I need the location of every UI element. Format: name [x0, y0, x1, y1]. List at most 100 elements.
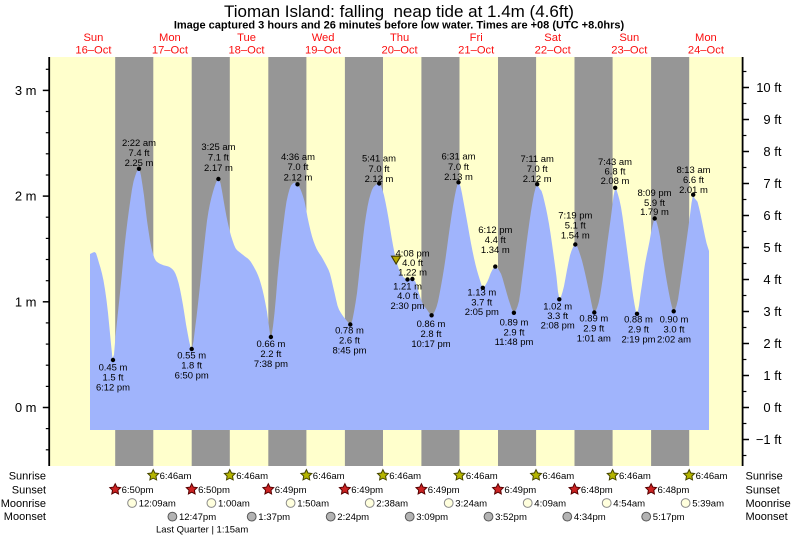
- svg-text:7.4 ft: 7.4 ft: [129, 148, 150, 159]
- svg-text:3.3 ft: 3.3 ft: [547, 311, 568, 322]
- svg-text:6:49pm: 6:49pm: [275, 485, 307, 496]
- svg-text:7.0 ft: 7.0 ft: [288, 162, 309, 173]
- svg-text:0.78 m: 0.78 m: [335, 326, 364, 337]
- svg-text:4:34pm: 4:34pm: [574, 512, 606, 523]
- svg-text:6:31 am: 6:31 am: [441, 152, 475, 163]
- svg-text:Fri: Fri: [470, 32, 483, 44]
- svg-text:10:17 pm: 10:17 pm: [411, 339, 450, 350]
- svg-text:Wed: Wed: [312, 32, 335, 44]
- svg-text:6:46am: 6:46am: [619, 471, 651, 482]
- svg-text:24–Oct: 24–Oct: [688, 44, 725, 56]
- svg-text:3:25 am: 3:25 am: [201, 142, 235, 153]
- svg-text:7:38 pm: 7:38 pm: [254, 359, 288, 370]
- svg-text:0.89 m: 0.89 m: [579, 314, 608, 325]
- svg-text:5.1 ft: 5.1 ft: [565, 221, 586, 232]
- svg-text:Sun: Sun: [619, 32, 639, 44]
- svg-text:2.9 ft: 2.9 ft: [628, 325, 649, 336]
- svg-text:4.0 ft: 4.0 ft: [402, 258, 423, 269]
- svg-text:6:50 pm: 6:50 pm: [175, 371, 209, 382]
- svg-text:2.9 ft: 2.9 ft: [583, 323, 604, 334]
- svg-text:18–Oct: 18–Oct: [228, 44, 265, 56]
- svg-text:3.0 ft: 3.0 ft: [664, 325, 685, 336]
- svg-text:7.1 ft: 7.1 ft: [208, 153, 229, 164]
- svg-text:1.34 m: 1.34 m: [481, 245, 510, 256]
- svg-text:0.66 m: 0.66 m: [256, 339, 285, 350]
- svg-text:2.2 ft: 2.2 ft: [260, 349, 281, 360]
- svg-text:6:49pm: 6:49pm: [351, 485, 383, 496]
- svg-text:2:22 am: 2:22 am: [122, 138, 156, 149]
- svg-text:4:54am: 4:54am: [613, 499, 645, 510]
- svg-text:3 m: 3 m: [15, 83, 37, 98]
- svg-text:Tioman Island: falling neap t: Tioman Island: falling neap tide at 1.4m…: [224, 2, 574, 21]
- svg-text:Moonrise: Moonrise: [746, 498, 791, 510]
- svg-text:2.12 m: 2.12 m: [284, 173, 313, 184]
- svg-text:7.0 ft: 7.0 ft: [448, 162, 469, 173]
- svg-text:6:49pm: 6:49pm: [428, 485, 460, 496]
- svg-text:2 m: 2 m: [15, 189, 37, 204]
- svg-text:2.9 ft: 2.9 ft: [504, 327, 525, 338]
- svg-text:8:45 pm: 8:45 pm: [332, 346, 366, 357]
- svg-text:7:19 pm: 7:19 pm: [558, 211, 592, 222]
- svg-text:4:08 pm: 4:08 pm: [396, 249, 430, 260]
- svg-text:3.7 ft: 3.7 ft: [471, 298, 492, 309]
- svg-text:8:13 am: 8:13 am: [676, 165, 710, 176]
- svg-text:6:46am: 6:46am: [466, 471, 498, 482]
- svg-text:5:39am: 5:39am: [692, 499, 724, 510]
- svg-text:Last Quarter | 1:15am: Last Quarter | 1:15am: [156, 525, 248, 536]
- svg-text:2:24pm: 2:24pm: [337, 512, 369, 523]
- svg-text:Sunset: Sunset: [746, 484, 780, 496]
- svg-text:Moonset: Moonset: [4, 511, 46, 523]
- svg-text:6.8 ft: 6.8 ft: [605, 167, 626, 178]
- svg-text:0 ft: 0 ft: [763, 400, 781, 415]
- svg-text:2.12 m: 2.12 m: [523, 174, 552, 185]
- svg-text:7:11 am: 7:11 am: [520, 154, 554, 165]
- svg-text:1:50am: 1:50am: [297, 499, 329, 510]
- svg-text:−1 ft: −1 ft: [756, 432, 782, 447]
- svg-text:2.08 m: 2.08 m: [601, 176, 630, 187]
- svg-text:6:46am: 6:46am: [313, 471, 345, 482]
- svg-text:0.88 m: 0.88 m: [624, 315, 653, 326]
- svg-text:1.13 m: 1.13 m: [467, 288, 496, 299]
- svg-text:11:48 pm: 11:48 pm: [495, 337, 534, 348]
- svg-text:7 ft: 7 ft: [763, 176, 781, 191]
- svg-text:2:02 am: 2:02 am: [657, 335, 691, 346]
- svg-text:6:49pm: 6:49pm: [504, 485, 536, 496]
- svg-text:2:08 pm: 2:08 pm: [541, 321, 575, 332]
- svg-text:12:09am: 12:09am: [139, 499, 176, 510]
- svg-text:Sunrise: Sunrise: [746, 471, 783, 483]
- svg-text:7.0 ft: 7.0 ft: [369, 164, 390, 175]
- svg-text:1 ft: 1 ft: [763, 368, 781, 383]
- svg-text:1:00am: 1:00am: [218, 499, 250, 510]
- svg-text:6:50pm: 6:50pm: [122, 485, 154, 496]
- svg-text:1.54 m: 1.54 m: [561, 231, 590, 242]
- svg-text:16–Oct: 16–Oct: [75, 44, 112, 56]
- svg-text:6:46am: 6:46am: [160, 471, 192, 482]
- svg-text:Sunrise: Sunrise: [9, 471, 46, 483]
- svg-text:7.0 ft: 7.0 ft: [527, 164, 548, 175]
- svg-text:1:01 am: 1:01 am: [577, 333, 611, 344]
- svg-text:19–Oct: 19–Oct: [305, 44, 342, 56]
- svg-text:1.79 m: 1.79 m: [640, 207, 669, 218]
- svg-text:5:17pm: 5:17pm: [653, 512, 685, 523]
- svg-text:4.0 ft: 4.0 ft: [397, 291, 418, 302]
- svg-text:5:41 am: 5:41 am: [362, 154, 396, 165]
- svg-text:3:52pm: 3:52pm: [495, 512, 527, 523]
- svg-text:2 ft: 2 ft: [763, 336, 781, 351]
- svg-text:6:12 pm: 6:12 pm: [478, 225, 512, 236]
- svg-text:Sun: Sun: [83, 32, 103, 44]
- svg-text:6:46am: 6:46am: [542, 471, 574, 482]
- svg-text:9 ft: 9 ft: [763, 112, 781, 127]
- svg-text:21–Oct: 21–Oct: [458, 44, 495, 56]
- svg-text:17–Oct: 17–Oct: [152, 44, 189, 56]
- svg-text:4 ft: 4 ft: [763, 272, 781, 287]
- svg-text:6:48pm: 6:48pm: [658, 485, 690, 496]
- svg-text:12:47pm: 12:47pm: [179, 512, 216, 523]
- svg-text:2.6 ft: 2.6 ft: [339, 336, 360, 347]
- svg-text:1.21 m: 1.21 m: [393, 282, 422, 293]
- svg-text:2.17 m: 2.17 m: [204, 163, 233, 174]
- svg-text:4:09am: 4:09am: [534, 499, 566, 510]
- svg-text:5 ft: 5 ft: [763, 240, 781, 255]
- svg-text:1.02 m: 1.02 m: [543, 302, 572, 313]
- svg-text:1.22 m: 1.22 m: [398, 268, 427, 279]
- svg-text:2.12 m: 2.12 m: [365, 174, 394, 185]
